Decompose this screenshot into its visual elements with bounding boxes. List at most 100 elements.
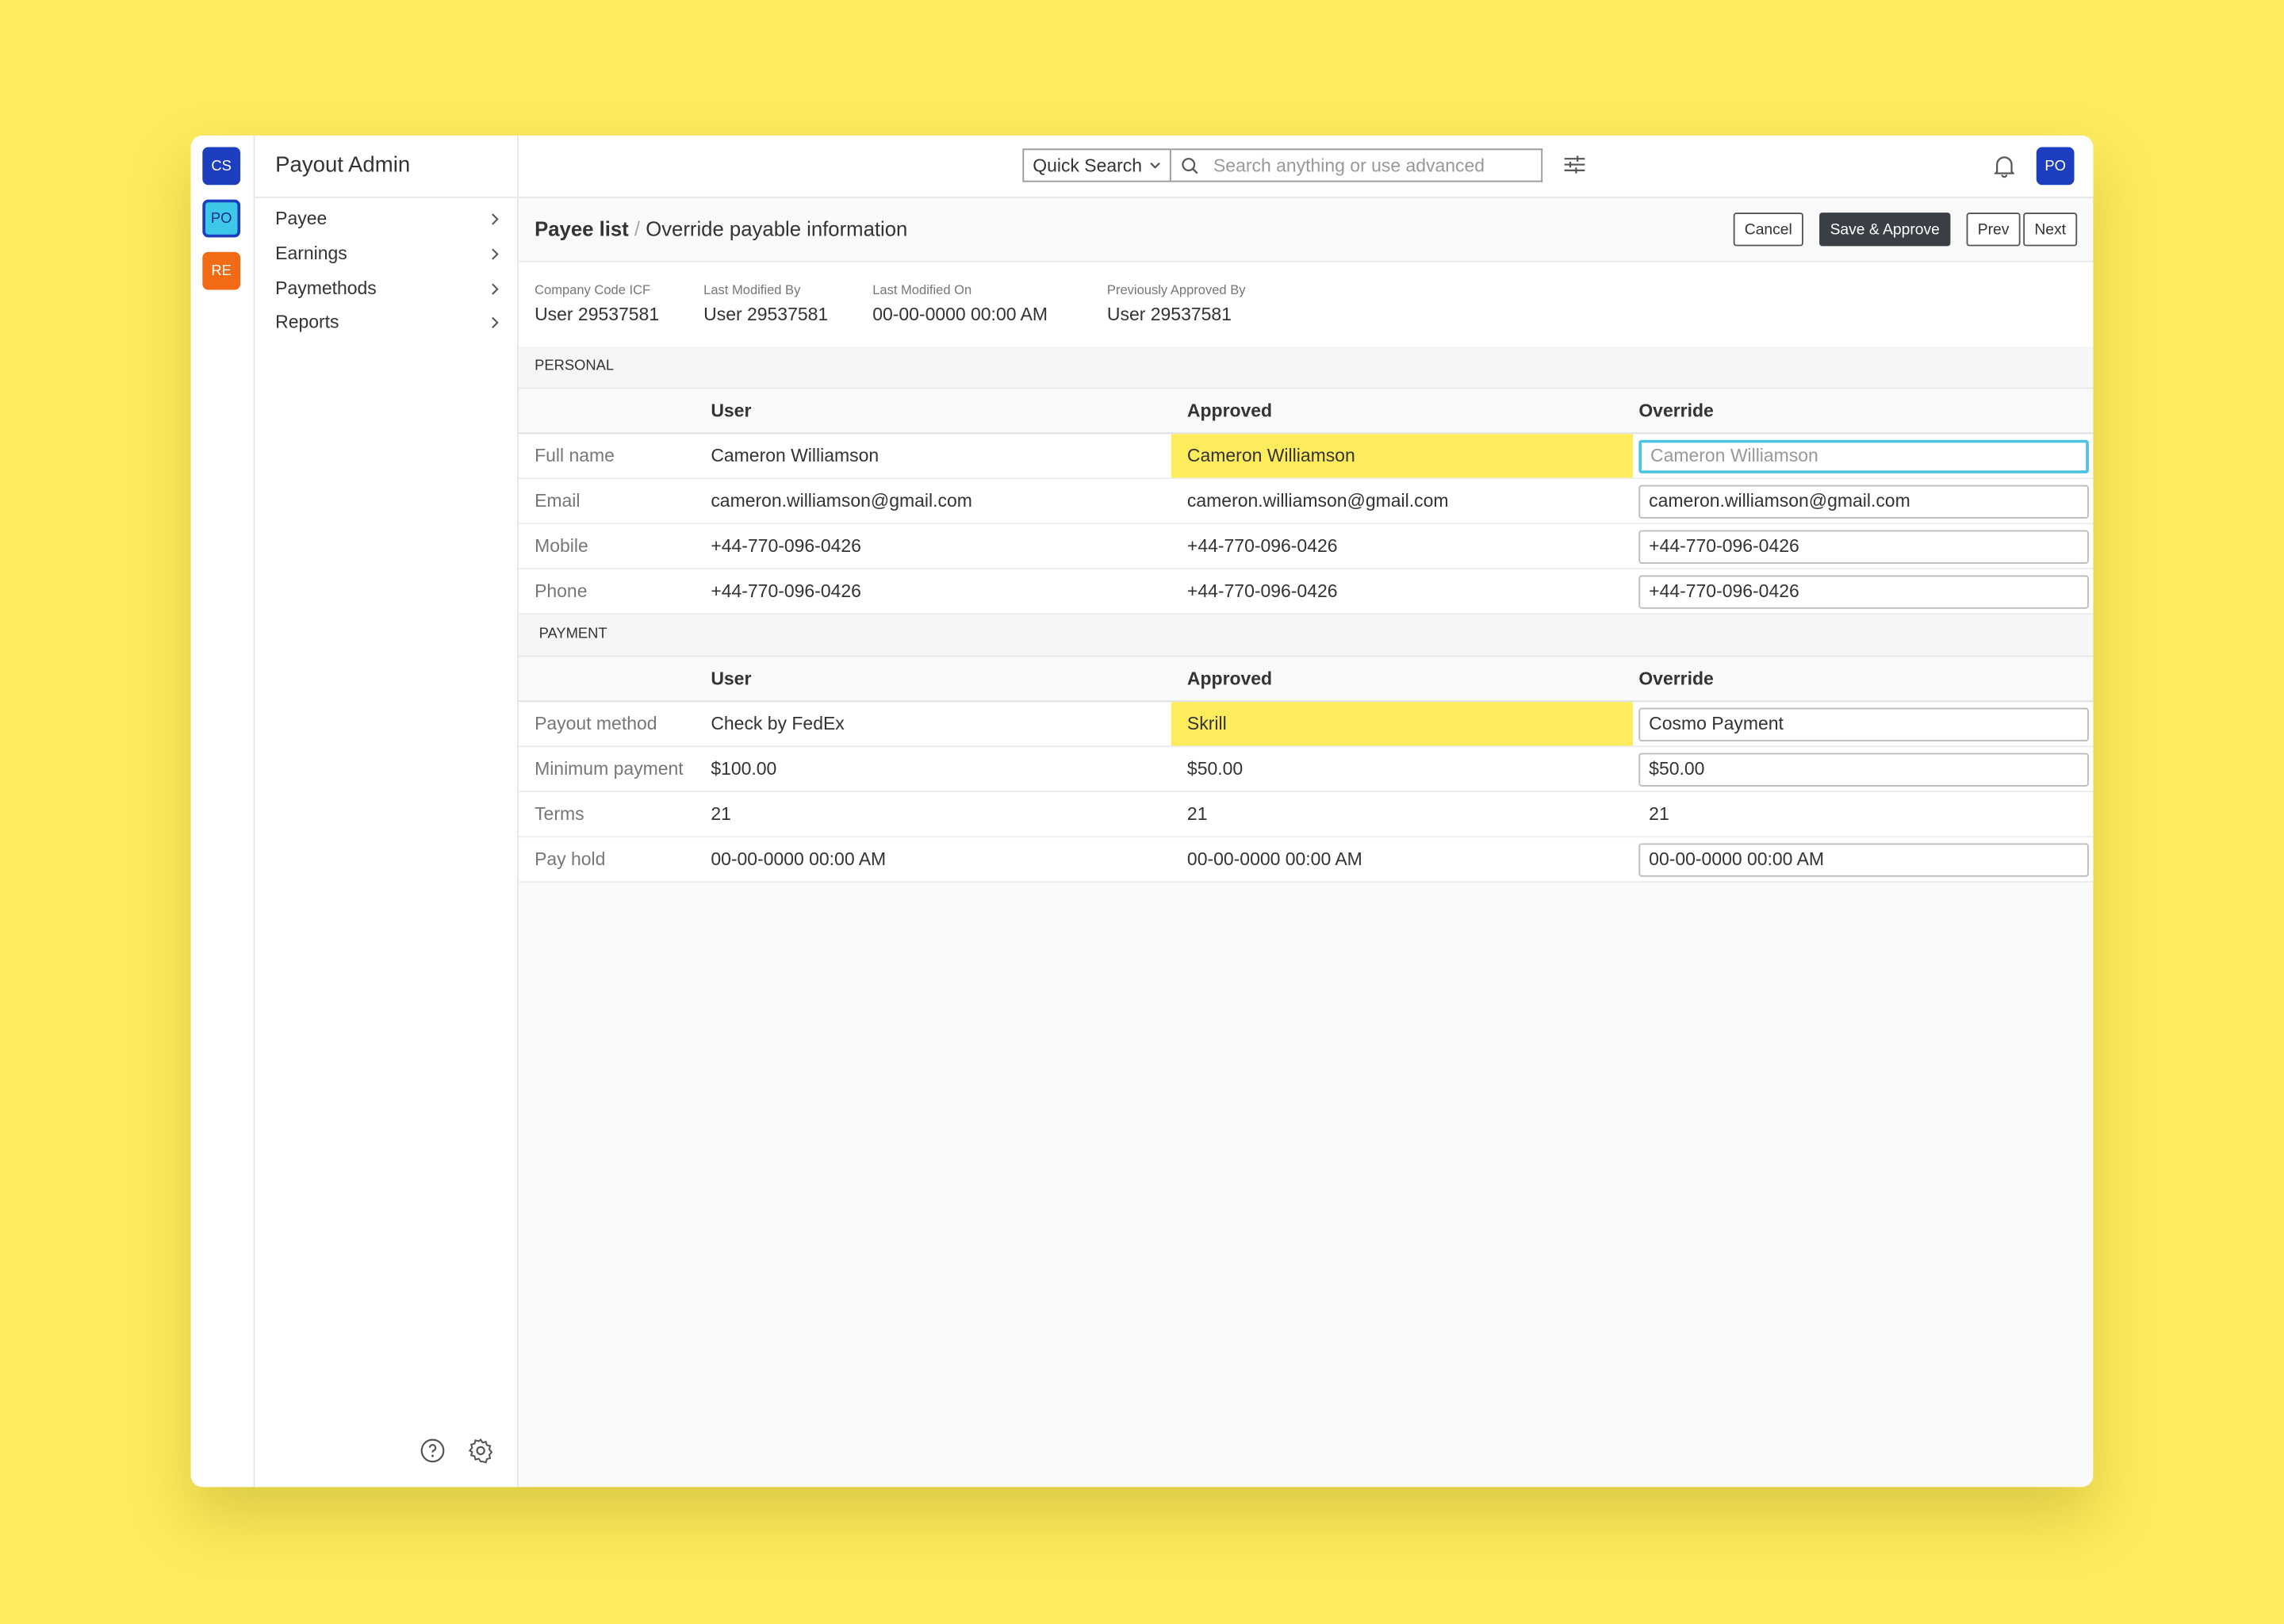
approved-value: +44-770-096-0426 [1186, 535, 1338, 557]
column-header: User [711, 400, 752, 421]
row-label: Terms [535, 803, 584, 825]
chevron [492, 248, 499, 260]
approved-value: 00-00-0000 00:00 AM [1186, 848, 1362, 870]
meta-label: Last Modified By [703, 282, 801, 297]
approved-value: 21 [1186, 803, 1208, 825]
column-header-row: User Approved Override [518, 389, 2094, 435]
help-icon[interactable] [420, 1438, 446, 1464]
column-header-row: User Approved Override [518, 657, 2094, 703]
table-row: Email cameron.williamson@gmail.com cameron… [518, 479, 2094, 525]
sidebar: Payout Admin Payee Earnings Paymethods Repo… [255, 135, 519, 1488]
override-cell: +44-770-096-0426 [1633, 569, 2093, 613]
search-scope-text: Quick Search [1033, 155, 1143, 176]
workspace[interactable]: RE [202, 251, 241, 290]
chevron [492, 316, 499, 328]
filter-icon[interactable] [1563, 155, 1586, 175]
column-header: User [711, 668, 752, 689]
nav-item[interactable]: Reports [275, 312, 500, 332]
meta-value: User 29537581 [703, 304, 829, 325]
table-row: Pay hold 00-00-0000 00:00 AM 00-00-0000 00… [518, 837, 2094, 883]
override-input[interactable]: +44-770-096-0426 [1638, 574, 2089, 608]
meta-value: 00-00-0000 00:00 AM [872, 304, 1048, 325]
user-value: $100.00 [711, 758, 777, 779]
row-label: Email [535, 490, 581, 511]
approved-value: +44-770-096-0426 [1186, 580, 1338, 602]
prev-button[interactable]: Prev [1966, 213, 2021, 247]
user-value: Check by FedEx [711, 713, 845, 734]
workspace-rail: CS PO RE [190, 135, 255, 1488]
notification-icon[interactable] [1994, 155, 2015, 178]
section-header: PAYMENT [518, 615, 2094, 657]
override-cell: Cosmo Payment [1633, 702, 2093, 745]
workspace[interactable]: PO [202, 199, 241, 238]
user-value: +44-770-096-0426 [711, 580, 861, 602]
override-input[interactable]: cameron.williamson@gmail.com [1638, 484, 2089, 518]
chevron [492, 283, 499, 295]
column-header: Approved [1186, 400, 1273, 421]
workspace[interactable]: CS [202, 147, 241, 186]
search-scope[interactable]: Quick Search [1022, 148, 1171, 182]
override-value: 21 [1649, 803, 1669, 825]
row-label: Full name [535, 446, 615, 466]
table-row: Terms 21 21 21 [518, 792, 2094, 838]
user-value: +44-770-096-0426 [711, 535, 861, 557]
nav-item[interactable]: Payee [275, 209, 500, 228]
override-input[interactable]: +44-770-096-0426 [1638, 529, 2089, 563]
row-label: Mobile [535, 535, 588, 557]
approved-value: cameron.williamson@gmail.com [1186, 490, 1449, 511]
breadcrumb-parent[interactable]: Payee list [535, 216, 629, 241]
app-title: Payout Admin [275, 152, 411, 178]
search-icon [1182, 158, 1198, 174]
override-cell: +44-770-096-0426 [1633, 524, 2093, 568]
override-input[interactable]: Cameron Williamson [1638, 439, 2089, 473]
user-value: Cameron Williamson [711, 446, 879, 466]
user-avatar[interactable]: PO [2036, 147, 2075, 186]
column-header: Override [1638, 400, 1714, 421]
next-button[interactable]: Next [2023, 213, 2078, 247]
breadcrumb: Payee list / Override payable informatio… [535, 217, 907, 240]
override-cell: Cameron Williamson [1633, 434, 2093, 477]
section-header: PERSONAL [518, 347, 2094, 389]
row-label: Phone [535, 580, 588, 602]
override-input[interactable]: 00-00-0000 00:00 AM [1638, 842, 2089, 876]
chevron [1150, 162, 1160, 169]
meta-label: Last Modified On [872, 282, 972, 297]
save-approve-button[interactable]: Save & Approve [1819, 213, 1951, 247]
window: CS PO RE Payout Admin Payee Earnings Payme… [190, 135, 2094, 1488]
table-row: Mobile +44-770-096-0426 +44-770-096-0426 +4… [518, 524, 2094, 570]
user-value: 21 [711, 803, 731, 825]
override-input[interactable]: $50.00 [1638, 752, 2089, 786]
divider [255, 196, 518, 198]
breadcrumb-separator: / [634, 216, 641, 241]
approved-value: Cameron Williamson [1171, 434, 1633, 478]
table-row: Payout method Check by FedEx Skrill Cosmo P… [518, 702, 2094, 748]
table-row: Phone +44-770-096-0426 +44-770-096-0426 +44… [518, 569, 2094, 615]
user-value: 00-00-0000 00:00 AM [711, 848, 887, 870]
override-table: PERSONAL User Approved Override Full name Cam… [518, 347, 2094, 883]
top-bar: Quick Search Search anything or use adva… [518, 135, 2094, 198]
nav-item[interactable]: Paymethods [275, 278, 500, 299]
table-row: Minimum payment $100.00 $50.00 $50.00 [518, 747, 2094, 793]
page-header: Payee list / Override payable informatio… [518, 198, 2094, 262]
nav-item[interactable]: Earnings [275, 243, 500, 263]
cancel-button[interactable]: Cancel [1733, 213, 1803, 247]
breadcrumb-current: Override payable information [646, 216, 908, 241]
meta-label: Previously Approved By [1106, 282, 1246, 297]
section-title: PERSONAL [535, 358, 615, 375]
meta-value: User 29537581 [1106, 304, 1232, 325]
meta-info: Company Code ICF User 29537581 Last Modifi… [518, 262, 2094, 347]
search-input[interactable]: Search anything or use advanced [1171, 148, 1543, 182]
section-title: PAYMENT [538, 626, 607, 642]
chevron [492, 213, 499, 225]
column-header: Override [1638, 668, 1714, 689]
column-header: Approved [1186, 668, 1273, 689]
meta-label: Company Code ICF [535, 282, 651, 297]
override-input[interactable]: Cosmo Payment [1638, 707, 2089, 741]
override-cell: cameron.williamson@gmail.com [1633, 479, 2093, 523]
row-label: Minimum payment [535, 758, 684, 779]
settings-icon[interactable] [468, 1438, 494, 1464]
approved-value: Skrill [1171, 702, 1633, 746]
meta-value: User 29537581 [535, 304, 660, 325]
